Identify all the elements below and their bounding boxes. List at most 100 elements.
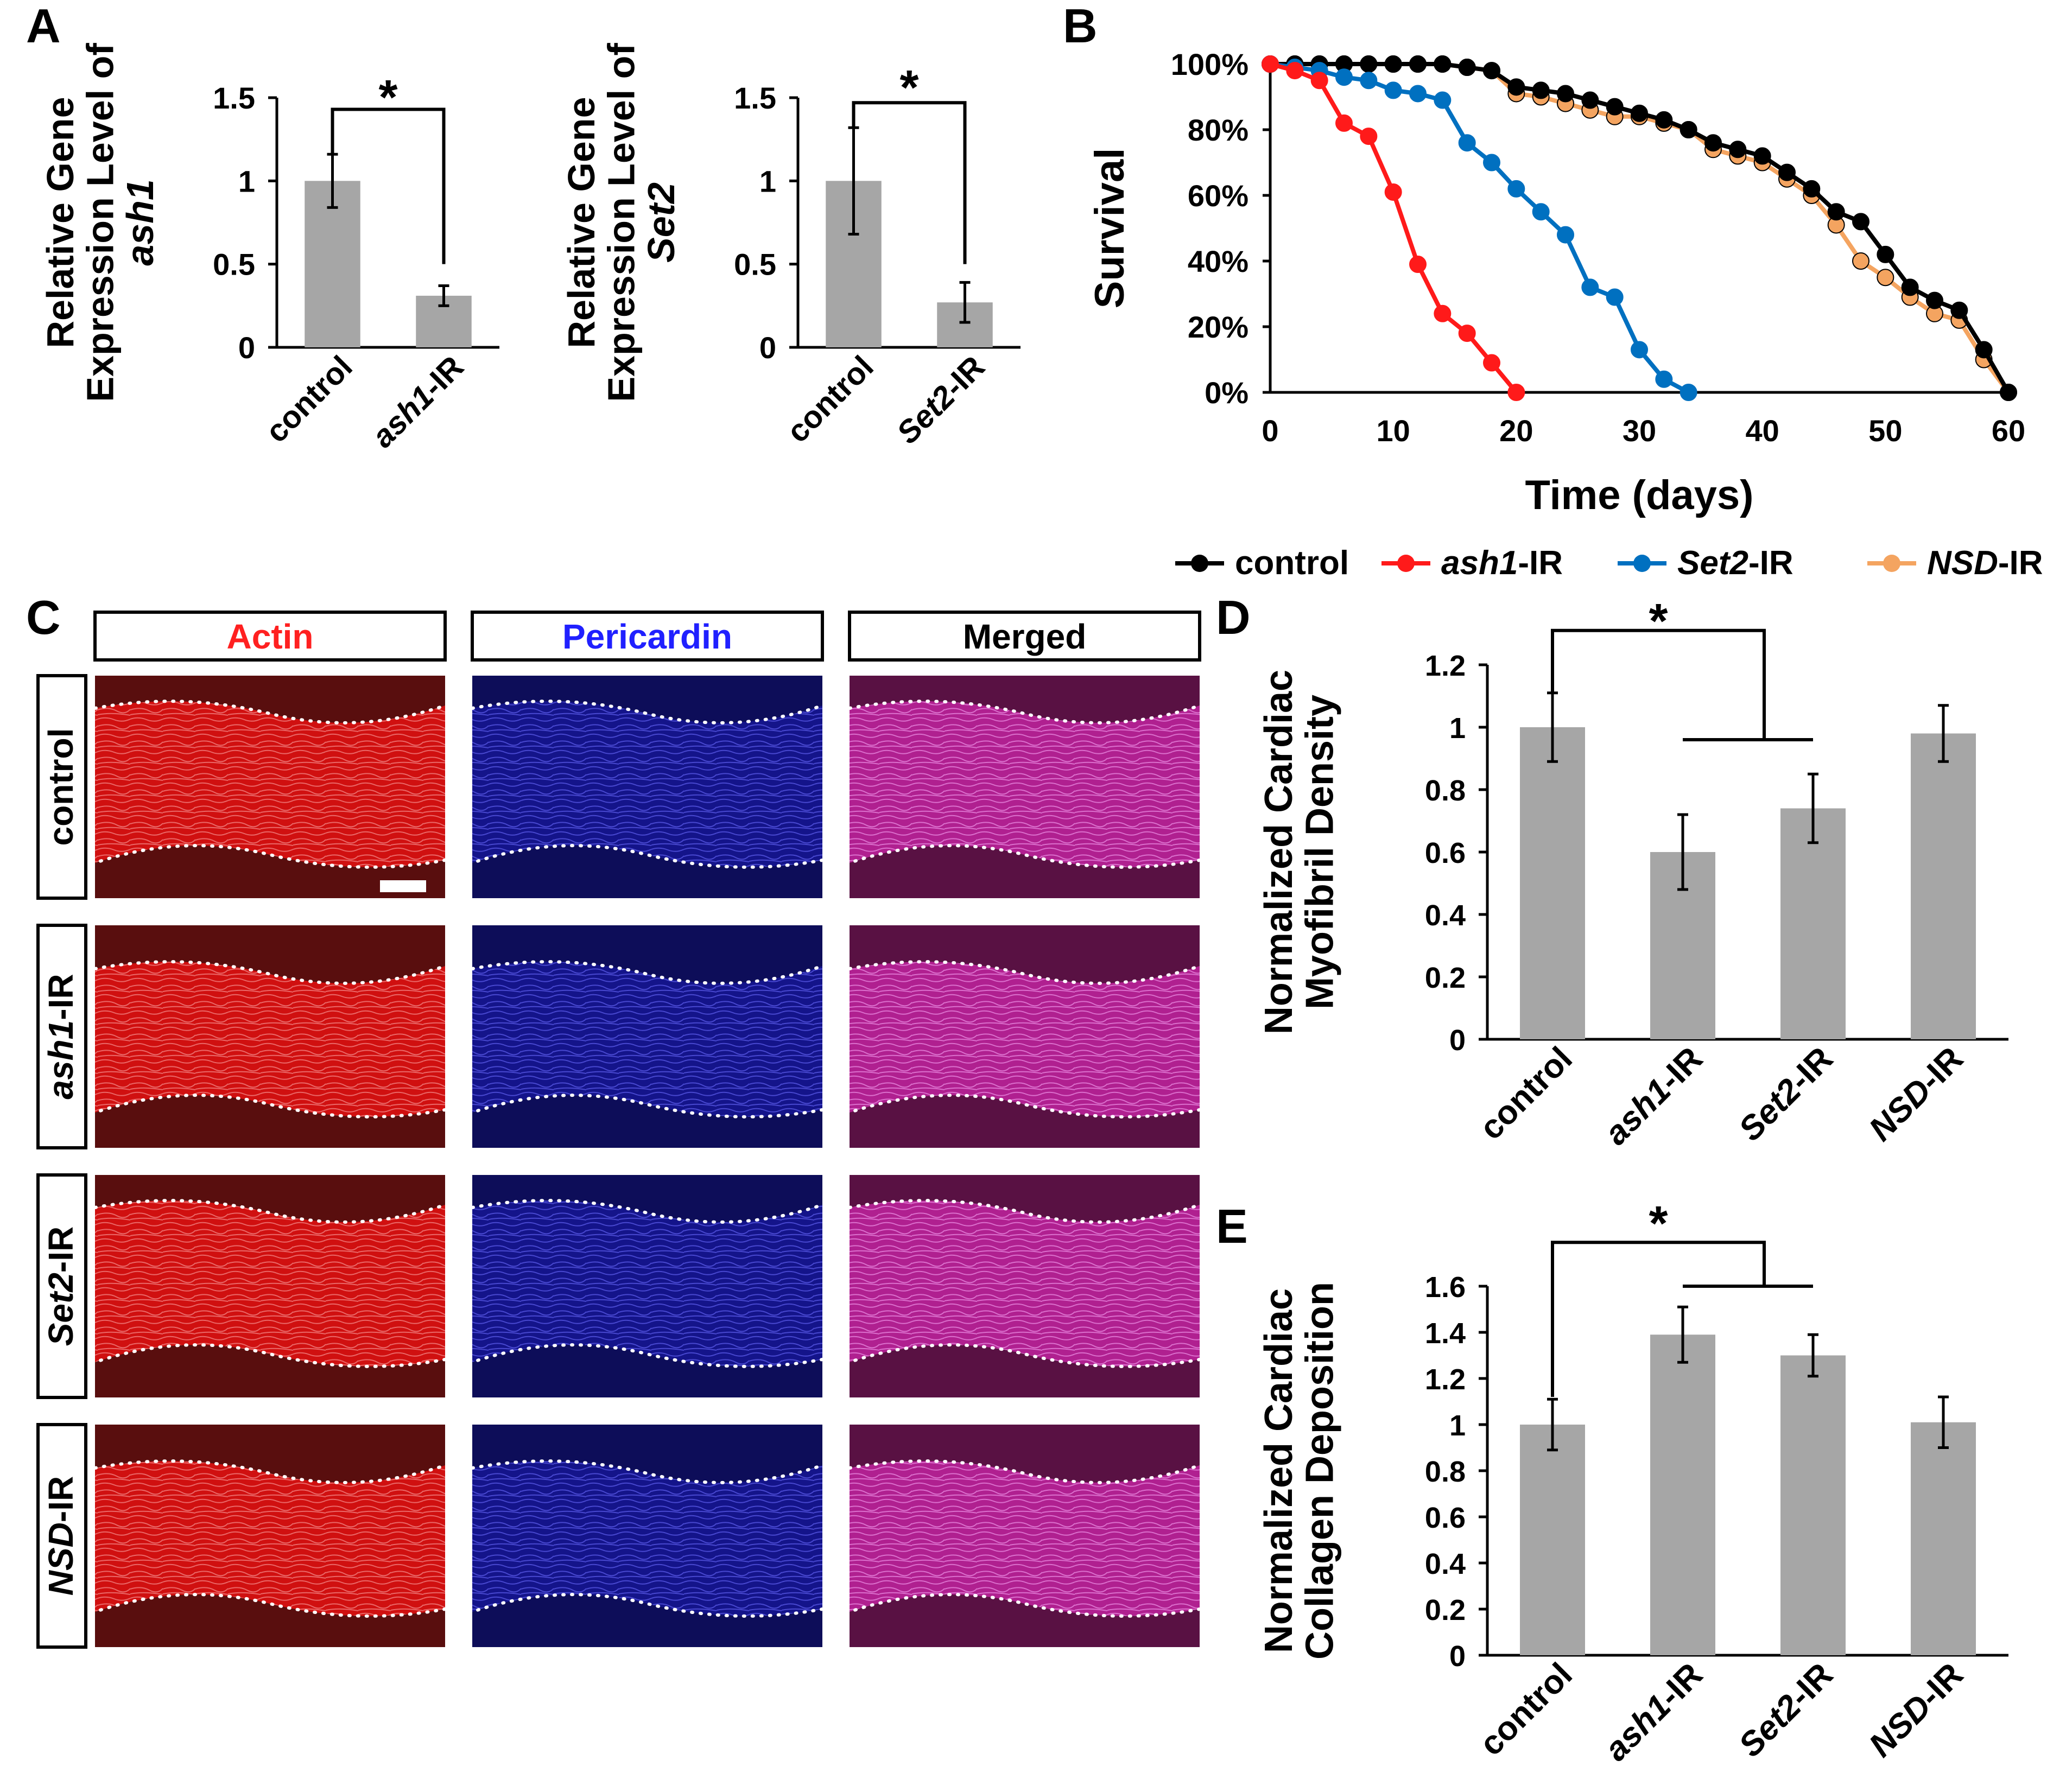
y-tick-label: 0.6 (1425, 837, 1466, 869)
data-point (1606, 288, 1624, 306)
bar (1520, 1425, 1585, 1655)
data-point (1753, 147, 1771, 165)
category-label: Set2-IR (890, 349, 991, 450)
outline-dots (471, 700, 824, 725)
legend-label-part: ash1 (1441, 544, 1518, 582)
legend-marker (1633, 555, 1651, 572)
scale-bar (380, 880, 426, 892)
y-tick-label: 0 (238, 331, 255, 365)
data-point (1557, 226, 1574, 244)
data-point (1507, 78, 1525, 96)
x-tick-label: 30 (1623, 414, 1656, 448)
legend-marker (1397, 555, 1415, 572)
data-point (1631, 104, 1648, 122)
column-header-pericardin: Pericardin (562, 617, 732, 656)
row-label-part: control (41, 728, 80, 846)
y-axis-label-line: Set2 (640, 182, 682, 263)
y-axis-label-line: Normalized Cardiac (1257, 670, 1301, 1034)
data-point (1631, 341, 1648, 359)
y-axis-label-line: Expression Level of (600, 43, 643, 402)
y-axis-label: Normalized CardiacCollagen Deposition (1257, 1282, 1342, 1660)
heart-fibers (95, 1461, 445, 1616)
chart-a-right: 0 0.5 1 1.5 control Set2-IR Relative GeneExpre… (560, 43, 1021, 451)
bar (1911, 1422, 1976, 1655)
y-tick-label: 20% (1188, 310, 1249, 344)
outline-dots (471, 844, 824, 869)
significance-star: * (1649, 594, 1668, 649)
x-tick-label: 20 (1499, 414, 1533, 448)
legend-label-part: -IR (1518, 544, 1563, 582)
series-line-set2 (1270, 62, 1690, 395)
heart-fibers (472, 701, 822, 867)
heart-fibers (850, 962, 1200, 1117)
legend-label: Set2-IR (1677, 544, 1793, 582)
data-point (1975, 341, 1993, 359)
data-point (1877, 245, 1894, 263)
y-axis-label-line: Expression Level of (79, 43, 122, 402)
data-point (1532, 203, 1550, 221)
data-point (1458, 134, 1476, 152)
outline-dots (471, 1343, 824, 1368)
y-axis-label-line: Relative Gene (560, 97, 603, 348)
data-point (1262, 55, 1279, 73)
legend-label-part: -IR (1748, 544, 1793, 582)
row-label-box (36, 1423, 87, 1649)
x-tick-label: 0 (1262, 414, 1278, 448)
y-tick-label: 0.8 (1425, 774, 1466, 807)
category-label: control (780, 349, 880, 449)
y-tick-label: 1 (759, 164, 776, 198)
data-point (1704, 134, 1722, 152)
x-tick-label: 50 (1868, 414, 1902, 448)
heart-fibers (850, 1461, 1200, 1616)
outline-dots (93, 1343, 447, 1368)
data-point (1434, 55, 1452, 73)
y-tick-label: 60% (1188, 179, 1249, 213)
row-label-part: -IR (41, 1227, 80, 1273)
data-point (1729, 141, 1747, 158)
data-point (1680, 384, 1697, 401)
category-label: ash1-IR (365, 349, 471, 454)
outline-dots (93, 1094, 447, 1119)
category-label: ash1-IR (1598, 1040, 1710, 1152)
bar (1520, 727, 1585, 1039)
data-point (1581, 91, 1599, 109)
bar (1911, 733, 1976, 1039)
data-point (1335, 114, 1353, 132)
outline-dots (93, 960, 447, 985)
data-point (1458, 325, 1476, 342)
series-line-ash1 (1269, 62, 1518, 394)
data-point (1606, 98, 1624, 116)
significance-bracket (1551, 628, 1766, 740)
row-label-box (36, 1173, 87, 1399)
outline-dots (93, 1593, 447, 1618)
row-label-box (36, 924, 87, 1149)
heart-fibers (850, 701, 1200, 867)
data-point (1507, 384, 1525, 401)
row-label-part: NSD (41, 1522, 80, 1596)
data-point (1557, 85, 1574, 103)
outline-dots (93, 700, 447, 725)
heart-fibers (95, 1200, 445, 1367)
panel-letter-d: D (1216, 590, 1251, 644)
data-point (1360, 128, 1378, 145)
data-point (1483, 354, 1500, 372)
y-tick-label: 0.8 (1425, 1456, 1466, 1488)
panel-letter-e: E (1216, 1199, 1248, 1253)
outline-dots (848, 1343, 1201, 1368)
category-label: NSD-IR (1862, 1040, 1970, 1148)
significance-bracket (852, 101, 967, 264)
y-tick-label: 80% (1188, 113, 1249, 147)
category-label: NSD-IR (1862, 1656, 1970, 1764)
y-tick-label: 0 (1449, 1640, 1466, 1673)
y-tick-label: 0.2 (1425, 1594, 1466, 1626)
y-axis-label-line: Collagen Deposition (1298, 1282, 1342, 1660)
category-label-part: control (1473, 1040, 1580, 1147)
bar (1780, 1355, 1846, 1655)
category-label: control (259, 349, 359, 449)
column-header-merged: Merged (963, 617, 1087, 656)
y-tick-label: 1.6 (1425, 1271, 1466, 1304)
heart-fibers (850, 1200, 1200, 1367)
y-axis-label-line: Myofibril Density (1298, 695, 1342, 1009)
y-tick-label: 1.5 (213, 81, 255, 115)
data-point (1852, 213, 1869, 231)
